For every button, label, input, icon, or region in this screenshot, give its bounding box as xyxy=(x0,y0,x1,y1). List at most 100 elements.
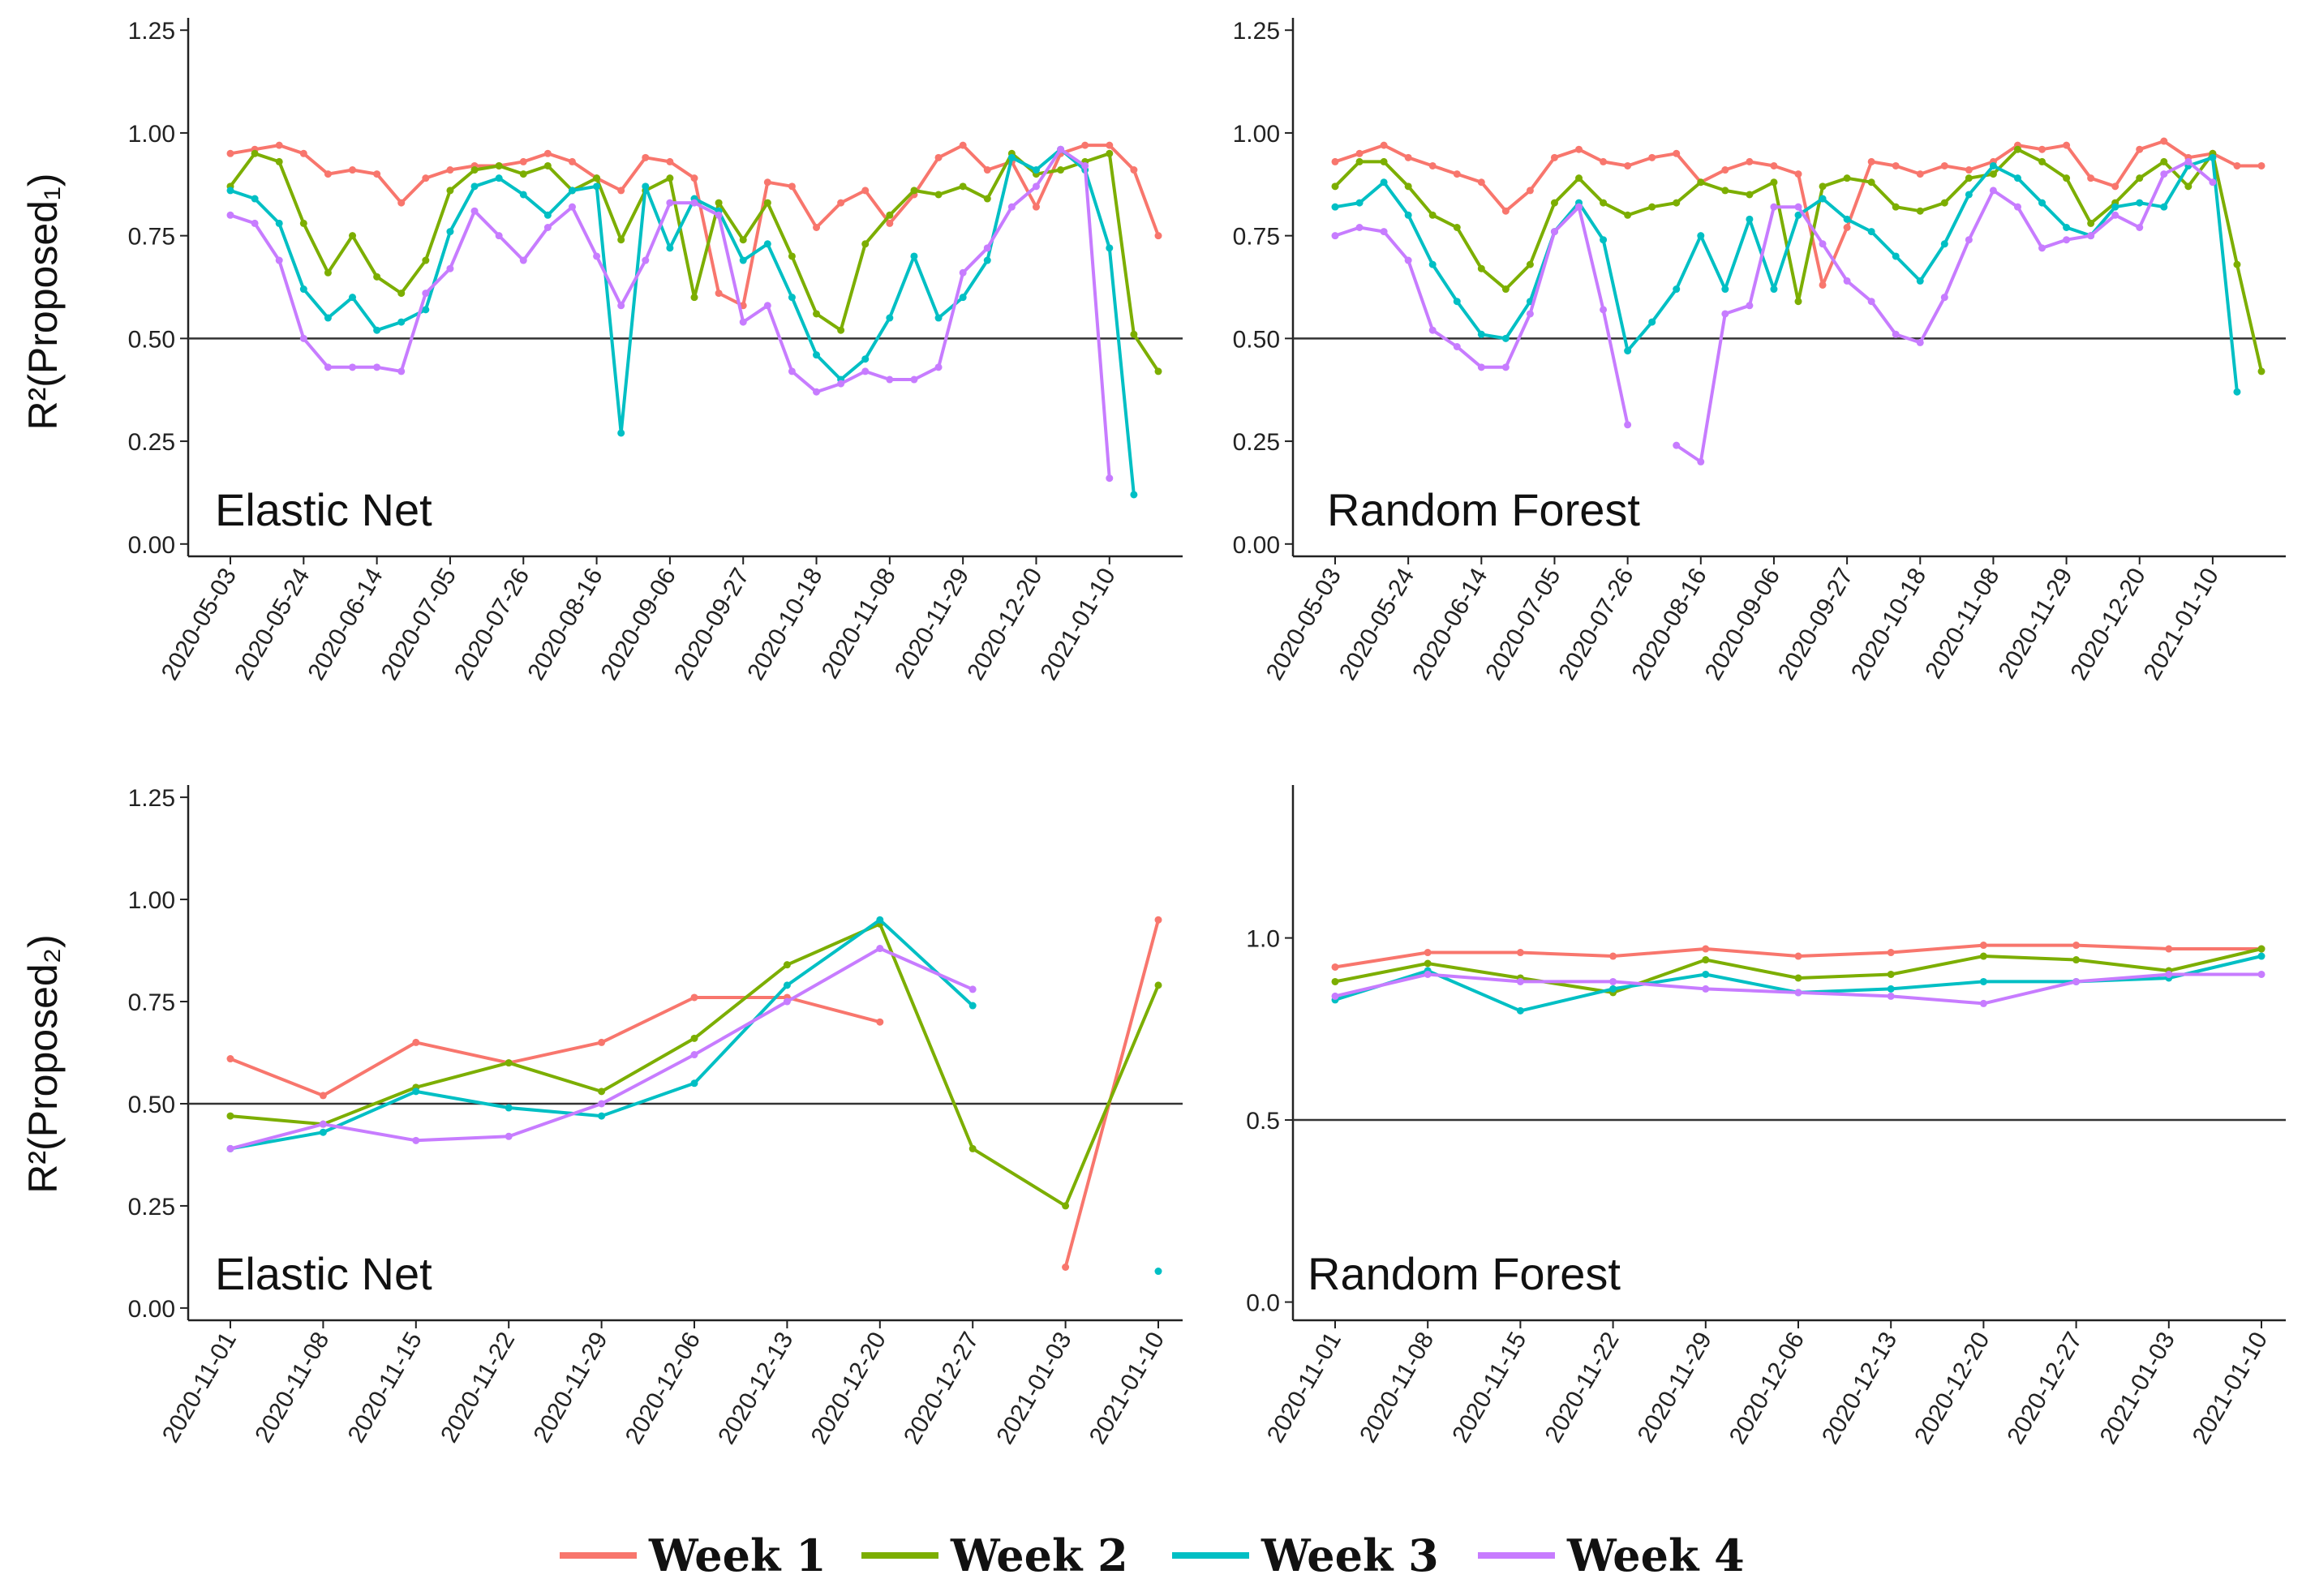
data-point-week-4 xyxy=(1404,256,1412,264)
data-point-week-1 xyxy=(1940,161,1948,169)
data-point-week-1 xyxy=(886,219,894,227)
data-point-week-3 xyxy=(470,182,479,191)
data-point-week-1 xyxy=(813,224,821,232)
series-week-1 xyxy=(226,141,1162,310)
data-point-week-2 xyxy=(739,236,747,244)
x-tick-label: 2021-01-10 xyxy=(1084,1328,1170,1448)
x-tick-label: 2020-06-14 xyxy=(303,564,388,684)
data-point-week-3 xyxy=(813,351,821,359)
x-tick-label: 2021-01-03 xyxy=(991,1328,1076,1448)
x-tick-label: 2020-11-15 xyxy=(1447,1328,1531,1447)
data-point-week-3 xyxy=(598,1112,606,1120)
panel-label: Elastic Net xyxy=(215,1248,432,1299)
data-point-week-2 xyxy=(251,149,259,157)
data-point-week-2 xyxy=(1550,199,1558,207)
x-tick-label: 2020-12-20 xyxy=(2065,564,2150,684)
data-point-week-2 xyxy=(2257,945,2265,953)
data-point-week-1 xyxy=(763,178,771,187)
data-point-week-3 xyxy=(1331,203,1339,211)
data-point-week-1 xyxy=(1331,963,1339,971)
data-point-week-2 xyxy=(505,1059,513,1067)
data-point-week-1 xyxy=(397,199,406,207)
data-point-week-3 xyxy=(739,256,747,264)
data-point-week-3 xyxy=(1673,285,1681,294)
data-point-week-2 xyxy=(1892,203,1900,211)
data-point-week-2 xyxy=(1887,970,1895,978)
data-point-week-2 xyxy=(837,326,845,334)
y-tick-label: 1.25 xyxy=(128,18,175,45)
data-point-week-2 xyxy=(1979,952,1987,960)
data-point-week-4 xyxy=(1081,161,1089,169)
x-tick-label: 2020-11-29 xyxy=(890,564,974,683)
data-point-week-2 xyxy=(1057,166,1065,174)
data-point-week-4 xyxy=(617,302,625,310)
data-point-week-2 xyxy=(910,187,918,195)
data-point-week-2 xyxy=(783,961,791,969)
y-tick-label: 1.25 xyxy=(128,785,175,812)
data-point-week-3 xyxy=(1989,161,1997,169)
x-tick-label: 2020-08-16 xyxy=(1627,564,1712,684)
data-point-week-1 xyxy=(1106,141,1114,149)
x-tick-label: 2020-11-08 xyxy=(250,1328,334,1447)
data-point-week-2 xyxy=(2087,219,2095,227)
data-point-week-2 xyxy=(422,256,430,264)
data-point-week-2 xyxy=(1331,977,1339,985)
data-point-week-3 xyxy=(910,252,918,260)
data-point-week-4 xyxy=(495,232,503,240)
data-point-week-3 xyxy=(1770,285,1778,294)
data-point-week-1 xyxy=(1673,149,1681,157)
data-point-week-1 xyxy=(1355,149,1364,157)
data-point-week-1 xyxy=(876,1018,884,1026)
data-point-week-1 xyxy=(319,1092,327,1100)
data-point-week-3 xyxy=(968,1002,977,1010)
series-week-3 xyxy=(1331,153,2241,396)
series-line-week-1 xyxy=(230,144,1160,307)
data-point-week-2 xyxy=(2257,367,2265,375)
x-tick-label: 2020-11-08 xyxy=(1355,1328,1439,1447)
x-tick-label: 2020-12-20 xyxy=(962,564,1047,684)
data-point-week-4 xyxy=(412,1136,420,1144)
data-point-week-4 xyxy=(1721,310,1729,318)
data-point-week-4 xyxy=(910,375,918,384)
data-point-week-1 xyxy=(568,157,576,165)
data-point-week-1 xyxy=(1154,916,1162,924)
data-point-week-2 xyxy=(1916,207,1924,215)
data-point-week-4 xyxy=(1424,970,1432,978)
data-point-week-4 xyxy=(251,219,259,227)
data-point-week-1 xyxy=(861,187,870,195)
data-point-week-3 xyxy=(412,1088,420,1096)
data-point-week-4 xyxy=(2209,178,2217,187)
series-week-4 xyxy=(226,145,1114,483)
data-point-week-1 xyxy=(1819,281,1827,289)
data-point-week-3 xyxy=(1609,985,1617,993)
data-point-week-2 xyxy=(1794,974,1802,982)
data-point-week-3 xyxy=(593,182,601,191)
data-point-week-2 xyxy=(2063,174,2071,182)
data-point-week-3 xyxy=(861,355,870,363)
data-point-week-3 xyxy=(1892,252,1900,260)
series-line-week-3 xyxy=(230,148,1136,496)
data-point-week-2 xyxy=(519,170,527,178)
data-point-week-2 xyxy=(598,1088,606,1096)
data-point-week-3 xyxy=(1965,191,1973,199)
series-line-week-2 xyxy=(230,922,1160,1208)
x-tick-label: 2021-01-10 xyxy=(1036,564,1121,684)
data-point-week-4 xyxy=(788,367,796,375)
series-week-4 xyxy=(226,945,977,1152)
y-tick-label: 0.00 xyxy=(128,1296,175,1323)
data-point-week-3 xyxy=(934,314,943,322)
data-point-week-2 xyxy=(690,1034,698,1042)
x-tick-label: 2020-11-01 xyxy=(157,1328,242,1447)
x-tick-label: 2020-09-27 xyxy=(669,564,754,684)
x-tick-label: 2021-01-10 xyxy=(2139,564,2224,684)
x-tick-label: 2020-12-13 xyxy=(713,1328,798,1448)
x-tick-label: 2020-07-05 xyxy=(376,564,462,684)
data-point-week-4 xyxy=(373,363,381,371)
data-point-week-4 xyxy=(983,244,991,252)
y-tick-label: 1.25 xyxy=(1233,18,1280,45)
data-point-week-1 xyxy=(1404,153,1412,161)
data-point-week-1 xyxy=(934,153,943,161)
x-tick-label: 2020-07-05 xyxy=(1480,564,1565,684)
y-tick-label: 0.50 xyxy=(128,326,175,353)
